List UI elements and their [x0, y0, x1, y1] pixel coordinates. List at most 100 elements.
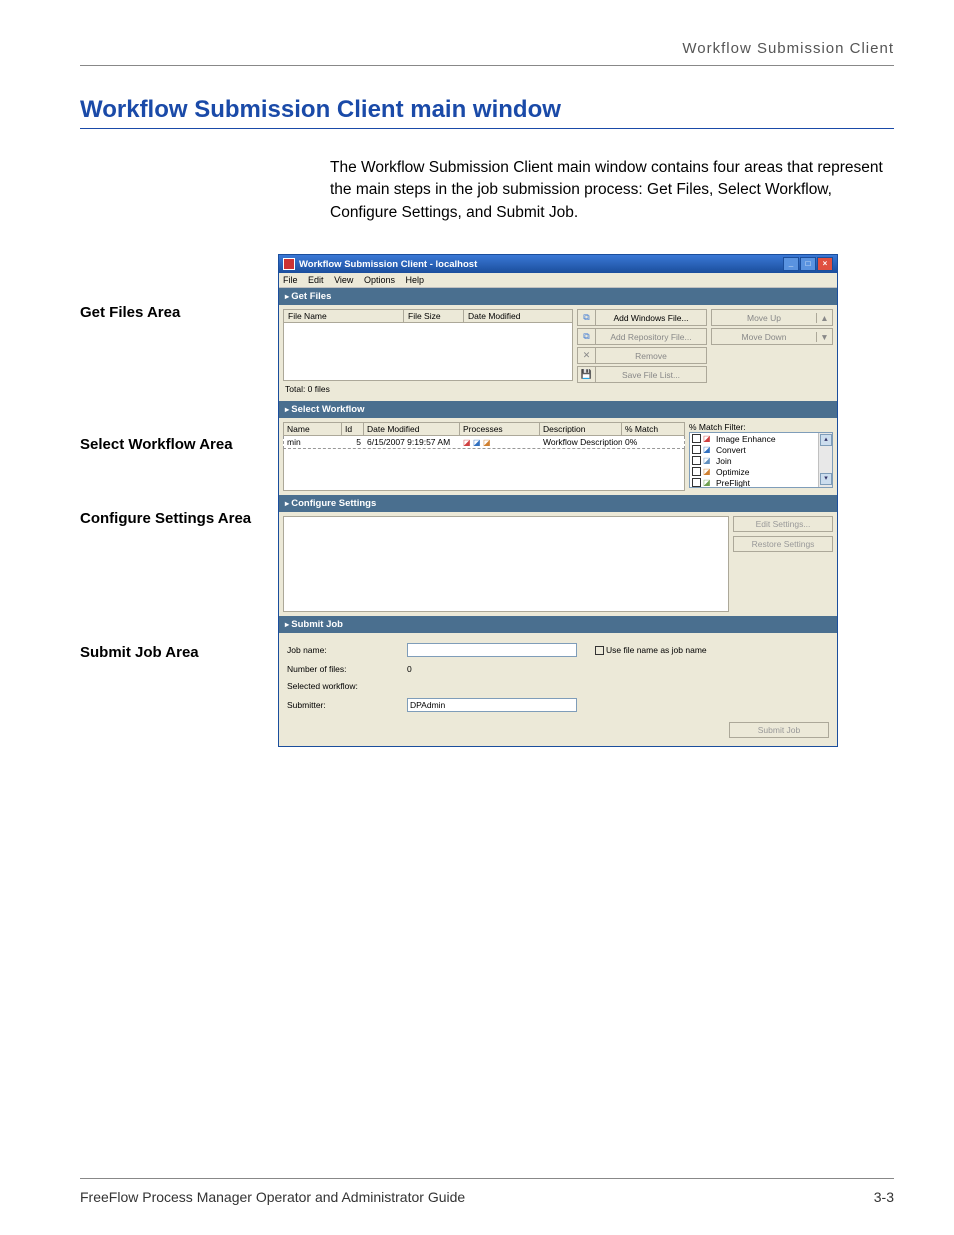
label-configure-settings: Configure Settings Area [80, 510, 270, 527]
use-filename-label: Use file name as job name [606, 645, 707, 655]
wf-col-desc[interactable]: Description [540, 423, 622, 435]
save-file-list-button[interactable]: 💾 Save File List... [577, 366, 707, 383]
config-panel [283, 516, 729, 612]
maximize-button[interactable]: □ [800, 257, 816, 271]
titlebar[interactable]: Workflow Submission Client - localhost _… [279, 255, 837, 273]
select-workflow-area: Name Id Date Modified Processes Descript… [279, 418, 837, 495]
filter-icon: ◪ [703, 456, 714, 465]
arrow-down-icon: ▼ [816, 332, 832, 342]
filter-item[interactable]: ◪Image Enhance [690, 433, 832, 444]
add-repository-file-button[interactable]: ⧉ Add Repository File... [577, 328, 707, 345]
scrollbar[interactable]: ▴ ▾ [818, 433, 832, 487]
filter-checkbox[interactable] [692, 478, 701, 487]
workflow-row[interactable]: min 5 6/15/2007 9:19:57 AM ◪◪◪ Workflow … [283, 436, 685, 449]
filter-item-label: Convert [716, 445, 746, 455]
menu-view[interactable]: View [334, 275, 353, 285]
close-button[interactable]: × [817, 257, 833, 271]
filter-icon: ◪ [703, 445, 714, 454]
wf-col-match[interactable]: % Match [622, 423, 684, 435]
use-filename-checkbox[interactable] [595, 646, 604, 655]
filter-checkbox[interactable] [692, 456, 701, 465]
title-rule [80, 128, 894, 129]
job-name-input[interactable] [407, 643, 577, 657]
workflow-table-body [283, 449, 685, 491]
filter-checkbox[interactable] [692, 434, 701, 443]
add-file-icon: ⧉ [578, 310, 596, 325]
top-rule [80, 65, 894, 66]
save-icon: 💾 [578, 367, 596, 382]
add-windows-file-button[interactable]: ⧉ Add Windows File... [577, 309, 707, 326]
section-bar-get-files[interactable]: Get Files [279, 288, 837, 305]
scroll-up-icon[interactable]: ▴ [820, 434, 832, 446]
filter-item[interactable]: ◪Optimize [690, 466, 832, 477]
submit-job-area: Job name: Use file name as job name Numb… [279, 633, 837, 746]
section-bar-configure-settings[interactable]: Configure Settings [279, 495, 837, 512]
label-submit-job: Submit Job Area [80, 644, 270, 661]
section-bar-submit-job[interactable]: Submit Job [279, 616, 837, 633]
filter-icon: ◪ [703, 434, 714, 443]
filter-item[interactable]: ◪Join [690, 455, 832, 466]
submitter-label: Submitter: [287, 700, 407, 710]
col-file-size[interactable]: File Size [404, 310, 464, 322]
footer-left: FreeFlow Process Manager Operator and Ad… [80, 1189, 465, 1205]
file-table-body [283, 323, 573, 381]
move-up-button[interactable]: Move Up ▲ [711, 309, 833, 326]
app-window: Workflow Submission Client - localhost _… [278, 254, 838, 747]
app-icon [283, 258, 295, 270]
num-files-value: 0 [407, 664, 587, 674]
label-select-workflow: Select Workflow Area [80, 436, 270, 453]
wf-col-id[interactable]: Id [342, 423, 364, 435]
filter-item[interactable]: ◪Convert [690, 444, 832, 455]
col-date-modified[interactable]: Date Modified [464, 310, 572, 322]
edit-settings-button[interactable]: Edit Settings... [733, 516, 833, 532]
menubar: File Edit View Options Help [279, 273, 837, 288]
get-files-area: File Name File Size Date Modified Total:… [279, 305, 837, 401]
col-file-name[interactable]: File Name [284, 310, 404, 322]
restore-settings-button[interactable]: Restore Settings [733, 536, 833, 552]
minimize-button[interactable]: _ [783, 257, 799, 271]
move-down-button[interactable]: Move Down ▼ [711, 328, 833, 345]
menu-edit[interactable]: Edit [308, 275, 324, 285]
process-icons: ◪◪◪ [460, 436, 540, 448]
running-head: Workflow Submission Client [80, 40, 894, 57]
filter-item-label: Image Enhance [716, 434, 776, 444]
submit-job-button[interactable]: Submit Job [729, 722, 829, 738]
page-footer: FreeFlow Process Manager Operator and Ad… [80, 1189, 894, 1205]
wf-col-modified[interactable]: Date Modified [364, 423, 460, 435]
filter-item-label: Join [716, 456, 732, 466]
filter-checkbox[interactable] [692, 445, 701, 454]
titlebar-text: Workflow Submission Client - localhost [299, 259, 783, 270]
filter-list[interactable]: ◪Image Enhance◪Convert◪Join◪Optimize◪Pre… [689, 432, 833, 488]
match-filter-panel: % Match Filter: ◪Image Enhance◪Convert◪J… [689, 422, 833, 491]
section-bar-select-workflow[interactable]: Select Workflow [279, 401, 837, 418]
filter-icon: ◪ [703, 467, 714, 476]
filter-item[interactable]: ◪PreFlight [690, 477, 832, 488]
wf-col-name[interactable]: Name [284, 423, 342, 435]
filter-checkbox[interactable] [692, 467, 701, 476]
workflow-table: Name Id Date Modified Processes Descript… [283, 422, 685, 491]
footer-rule [80, 1178, 894, 1179]
file-total: Total: 0 files [283, 381, 573, 397]
num-files-label: Number of files: [287, 664, 407, 674]
intro-paragraph: The Workflow Submission Client main wind… [330, 157, 890, 224]
remove-icon: ✕ [578, 348, 596, 363]
wf-col-processes[interactable]: Processes [460, 423, 540, 435]
filter-icon: ◪ [703, 478, 714, 487]
section-title: Workflow Submission Client main window [80, 96, 894, 124]
filter-item-label: PreFlight [716, 478, 750, 488]
arrow-up-icon: ▲ [816, 313, 832, 323]
filter-label: % Match Filter: [689, 422, 833, 432]
menu-file[interactable]: File [283, 275, 298, 285]
selected-workflow-label: Selected workflow: [287, 681, 407, 691]
add-repo-icon: ⧉ [578, 329, 596, 344]
submitter-input[interactable] [407, 698, 577, 712]
menu-help[interactable]: Help [405, 275, 424, 285]
label-get-files: Get Files Area [80, 304, 270, 321]
diagram: Get Files Area Select Workflow Area Conf… [80, 254, 894, 764]
menu-options[interactable]: Options [364, 275, 395, 285]
scroll-down-icon[interactable]: ▾ [820, 473, 832, 485]
remove-button[interactable]: ✕ Remove [577, 347, 707, 364]
filter-item-label: Optimize [716, 467, 750, 477]
file-table: File Name File Size Date Modified Total:… [283, 309, 573, 397]
job-name-label: Job name: [287, 645, 407, 655]
